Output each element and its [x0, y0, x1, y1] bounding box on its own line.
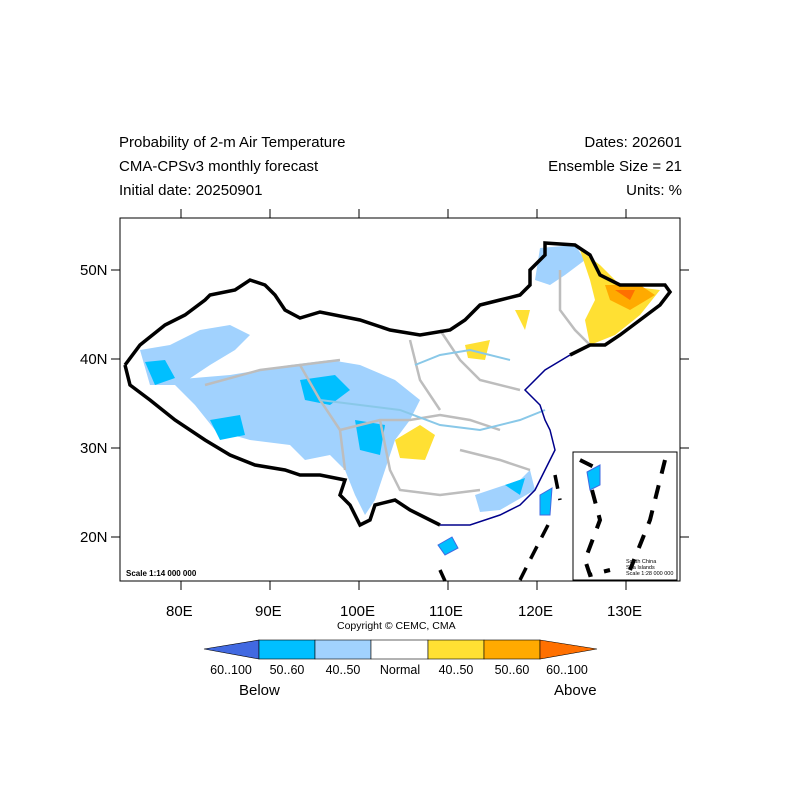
coastline	[440, 354, 571, 526]
above-label: Above	[554, 682, 597, 699]
colorbar-label: 50..60	[494, 663, 530, 677]
ensemble-label: Ensemble Size = 21	[548, 158, 682, 175]
axis-ticks	[111, 209, 689, 590]
inset-scale: Scale 1:28 000 000	[626, 571, 674, 577]
lat-label: 40N	[80, 351, 108, 368]
colorbar-label: 50..60	[269, 663, 305, 677]
inset-label: South China Sea Islands Scale 1:28 000 0…	[626, 559, 673, 577]
lon-label: 90E	[255, 603, 282, 620]
title-line-1: Probability of 2-m Air Temperature	[119, 134, 346, 151]
copyright: Copyright © CEMC, CMA	[337, 620, 456, 632]
inset-title-1: South China	[626, 559, 657, 565]
colorbar-label: 60..100	[210, 663, 252, 677]
below-label: Below	[239, 682, 280, 699]
colorbar-label: 40..50	[438, 663, 474, 677]
title-line-3: Initial date: 20250901	[119, 182, 263, 199]
lat-label: 20N	[80, 529, 108, 546]
lat-label: 30N	[80, 440, 108, 457]
lon-label: 120E	[518, 603, 554, 620]
units-label: Units: %	[626, 182, 682, 199]
below-normal-areas	[140, 245, 585, 556]
colorbar-label: 60..100	[546, 663, 588, 677]
lon-label: 80E	[166, 603, 193, 620]
colorbar-label: Normal	[379, 663, 421, 677]
colorbar-label: 40..50	[325, 663, 361, 677]
rivers	[319, 348, 546, 432]
lat-label: 50N	[80, 262, 108, 279]
dates-label: Dates: 202601	[584, 134, 682, 151]
lon-label: 100E	[340, 603, 376, 620]
china-border	[123, 241, 673, 367]
inset-title-2: Sea Islands	[626, 565, 655, 571]
lon-label: 110E	[429, 603, 463, 620]
province-borders	[204, 270, 591, 497]
map-scale: Scale 1:14 000 000	[126, 569, 197, 578]
lon-label: 130E	[607, 603, 643, 620]
title-line-2: CMA-CPSv3 monthly forecast	[119, 158, 319, 175]
